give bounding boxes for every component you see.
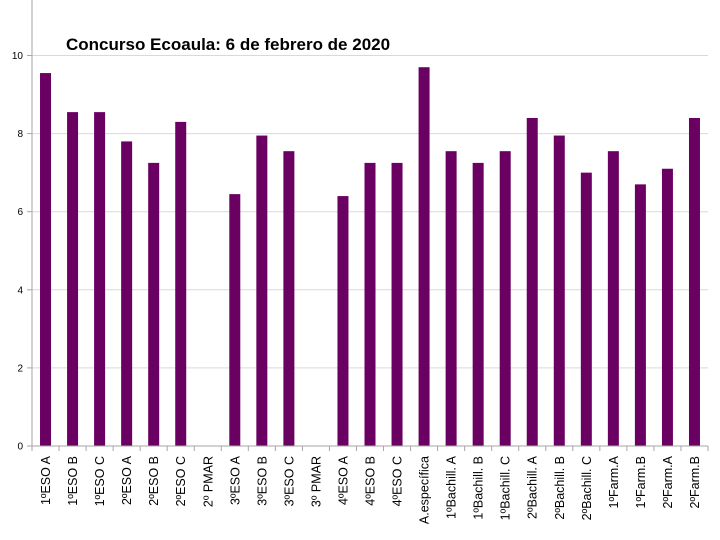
bar-10	[283, 151, 295, 447]
x-category-label: 1ºBachill. C	[499, 456, 513, 520]
x-category-label: 1ºESO C	[93, 456, 107, 506]
y-tick-label: 10	[12, 51, 24, 62]
bar-2	[67, 112, 79, 446]
bar-1	[40, 73, 52, 446]
x-category-label: 1ºBachill. A	[445, 455, 459, 519]
bar-12	[337, 196, 349, 446]
x-category-label: 4ºESO C	[391, 456, 405, 506]
x-category-label: 2ºBachill. A	[526, 455, 540, 519]
x-category-label: 3ºESO B	[255, 456, 269, 506]
x-category-label: 3ºESO A	[228, 455, 242, 505]
bar-13	[364, 162, 376, 446]
x-category-label: 2ºFarm.B	[688, 456, 702, 509]
chart-title: Concurso Ecoaula: 6 de febrero de 2020	[66, 35, 390, 54]
axes	[27, 0, 709, 451]
bar-5	[148, 162, 160, 446]
bar-22	[607, 151, 619, 447]
bar-24	[661, 168, 673, 446]
y-tick-label: 8	[17, 129, 23, 140]
bar-19	[526, 117, 538, 446]
tick-labels: 0 2 4 6 8 10 1ºESO A 1ºESO B 1ºESO C 2ºESO A 2ºESO…	[12, 51, 702, 524]
x-category-label: 2ºBachill. C	[580, 456, 594, 520]
bar-23	[634, 184, 646, 447]
x-category-label: 1ºESO A	[39, 455, 53, 505]
x-category-label: 2º PMAR	[201, 456, 215, 507]
bar-8	[229, 194, 241, 446]
x-category-label: 3ºESO C	[282, 456, 296, 506]
x-category-label: 1ºESO B	[66, 456, 80, 506]
x-category-label: 4ºESO A	[336, 455, 350, 505]
bar-20	[553, 135, 565, 447]
x-category-label: 1ºFarm.A	[607, 455, 621, 508]
bar-15	[418, 67, 430, 446]
x-category-label: 2ºESO C	[174, 456, 188, 506]
x-category-label: 1ºBachill. B	[472, 456, 486, 520]
bar-18	[499, 151, 511, 447]
bar-16	[445, 151, 457, 447]
x-category-label: A.específica	[418, 456, 432, 524]
y-tick-label: 4	[17, 285, 23, 296]
bar-14	[391, 162, 403, 446]
bars	[40, 67, 700, 447]
x-category-label: 2ºESO B	[147, 456, 161, 506]
y-tick-label: 6	[17, 207, 23, 218]
bar-17	[472, 162, 484, 446]
x-category-label: 4ºESO B	[364, 456, 378, 506]
bar-6	[175, 121, 187, 446]
x-category-label: 2ºFarm.A	[661, 455, 675, 508]
y-tick-label: 0	[17, 442, 23, 453]
x-category-label: 2ºESO A	[120, 455, 134, 505]
x-category-label: 3º PMAR	[309, 456, 323, 507]
x-category-label: 2ºBachill. B	[553, 456, 567, 520]
y-tick-label: 2	[17, 363, 23, 374]
x-category-label: 1ºFarm.B	[634, 456, 648, 509]
bar-21	[580, 172, 592, 446]
bar-9	[256, 135, 268, 447]
bar-4	[121, 141, 133, 446]
bar-3	[94, 112, 106, 446]
bar-25	[688, 117, 700, 446]
